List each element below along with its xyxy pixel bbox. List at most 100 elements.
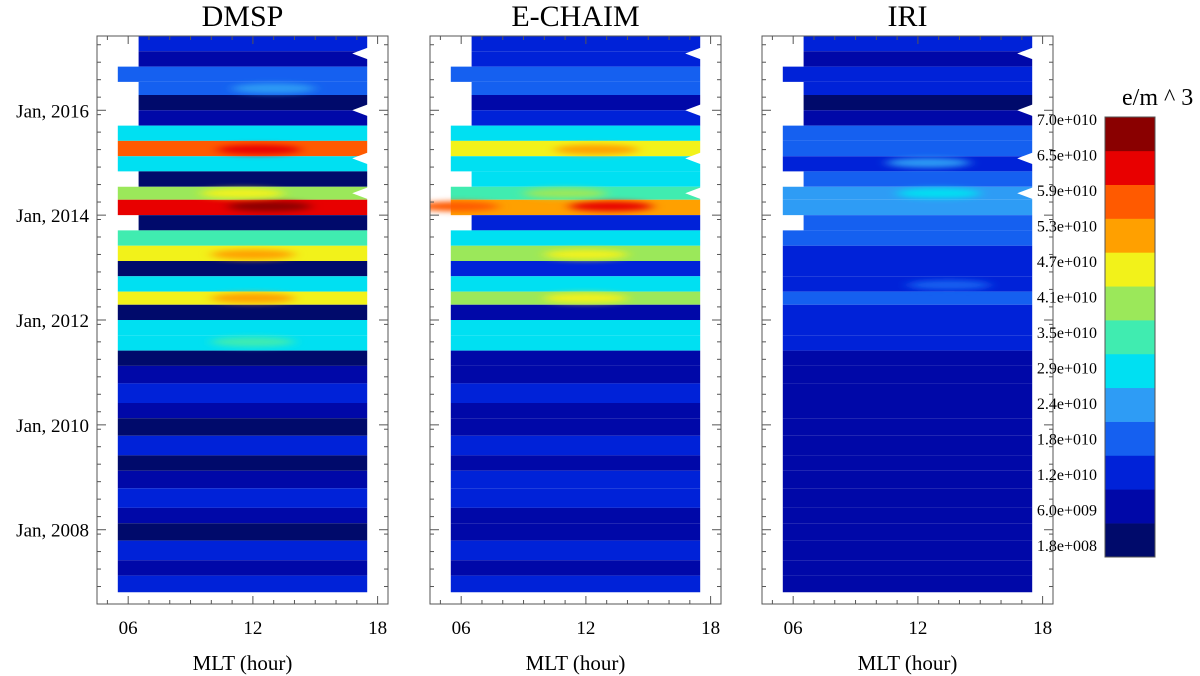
data-row: [782, 140, 1033, 157]
data-row: [450, 488, 701, 508]
data-row: [782, 320, 1033, 336]
hotspot: [217, 144, 302, 155]
x-axis-label: MLT (hour): [858, 651, 958, 675]
data-row: [450, 261, 701, 277]
data-row: [782, 523, 1033, 541]
colorbar-cell: [1105, 523, 1155, 558]
data-row: [117, 365, 368, 384]
hotspot: [543, 249, 628, 260]
data-row: [117, 125, 368, 141]
x-tick-label: 06: [119, 618, 138, 639]
hotspot: [523, 188, 608, 199]
data-row: [117, 261, 368, 277]
data-gap: [685, 152, 702, 165]
data-row: [782, 261, 1033, 277]
data-row: [450, 66, 701, 82]
data-row: [450, 156, 701, 172]
data-row: [117, 156, 368, 172]
colorbar-cell: [1105, 184, 1155, 219]
data-row: [803, 110, 1033, 126]
data-gap: [1017, 47, 1034, 60]
x-tick-label: 06: [452, 618, 471, 639]
data-row: [117, 540, 368, 561]
data-row: [117, 383, 368, 403]
data-gap: [1017, 187, 1034, 200]
hotspot: [907, 280, 992, 291]
data-row: [782, 365, 1033, 384]
data-row: [782, 540, 1033, 561]
data-row: [450, 304, 701, 320]
data-gap: [352, 187, 369, 200]
data-row: [782, 435, 1033, 456]
data-row: [450, 335, 701, 351]
hotspot: [430, 201, 500, 212]
data-row: [117, 418, 368, 436]
data-row: [117, 230, 368, 246]
hotspot: [896, 188, 981, 199]
colorbar-cell: [1105, 117, 1155, 152]
panel-e-chaim: E-CHAIM 06 12 18 MLT (hour): [429, 0, 722, 675]
hotspot: [886, 157, 971, 168]
data-row: [803, 215, 1033, 231]
colorbar-tick-label: 6.0e+009: [1037, 503, 1097, 520]
data-row: [803, 171, 1033, 187]
data-row: [117, 523, 368, 541]
colorbar-cell: [1105, 353, 1155, 389]
data-row: [782, 335, 1033, 351]
colorbar-cell: [1105, 489, 1155, 524]
data-row: [117, 560, 368, 576]
colorbar-cell: [1105, 252, 1155, 287]
data-gap: [352, 47, 369, 60]
data-row: [450, 320, 701, 336]
data-row: [782, 560, 1033, 576]
data-row: [782, 350, 1033, 366]
data-row: [117, 276, 368, 292]
data-gap: [685, 47, 702, 60]
y-tick-label: Jan, 2010: [16, 416, 89, 437]
data-row: [471, 215, 701, 231]
data-row: [450, 507, 701, 524]
data-row: [117, 350, 368, 366]
data-row: [450, 276, 701, 292]
data-row: [117, 470, 368, 489]
colorbar-cell: [1105, 421, 1155, 456]
data-row: [782, 245, 1033, 261]
data-gap: [1017, 152, 1034, 165]
colorbar-title: e/m ^ 3: [1122, 85, 1193, 111]
data-row: [450, 540, 701, 561]
data-gap: [685, 187, 702, 200]
data-row: [117, 455, 368, 471]
hotspot: [210, 336, 295, 347]
data-row: [450, 470, 701, 489]
data-row: [117, 403, 368, 419]
data-row: [782, 403, 1033, 419]
data-row: [138, 215, 368, 231]
colorbar-cell: [1105, 218, 1155, 253]
data-row: [138, 110, 368, 126]
y-tick-label: Jan, 2008: [16, 521, 89, 542]
data-row: [782, 66, 1033, 82]
data-row: [803, 81, 1033, 95]
x-tick-label: 12: [576, 618, 595, 639]
data-row: [471, 95, 701, 111]
x-tick-label: 18: [1033, 618, 1052, 639]
hotspot: [231, 83, 316, 94]
data-row: [782, 199, 1033, 216]
data-row: [117, 66, 368, 82]
data-row: [782, 470, 1033, 489]
hotspot: [543, 293, 628, 304]
x-axis-label: MLT (hour): [526, 651, 626, 675]
data-row: [471, 51, 701, 67]
data-row: [471, 110, 701, 126]
x-tick-label: 12: [243, 618, 262, 639]
colorbar-tick-label: 5.9e+010: [1037, 183, 1097, 200]
hotspot: [210, 293, 295, 304]
y-tick-label: Jan, 2014: [16, 206, 89, 227]
data-gap: [352, 152, 369, 165]
panel-title: IRI: [888, 0, 928, 33]
data-row: [450, 418, 701, 436]
data-row: [138, 51, 368, 67]
data-row: [450, 383, 701, 403]
data-row: [782, 304, 1033, 320]
data-row: [117, 435, 368, 456]
